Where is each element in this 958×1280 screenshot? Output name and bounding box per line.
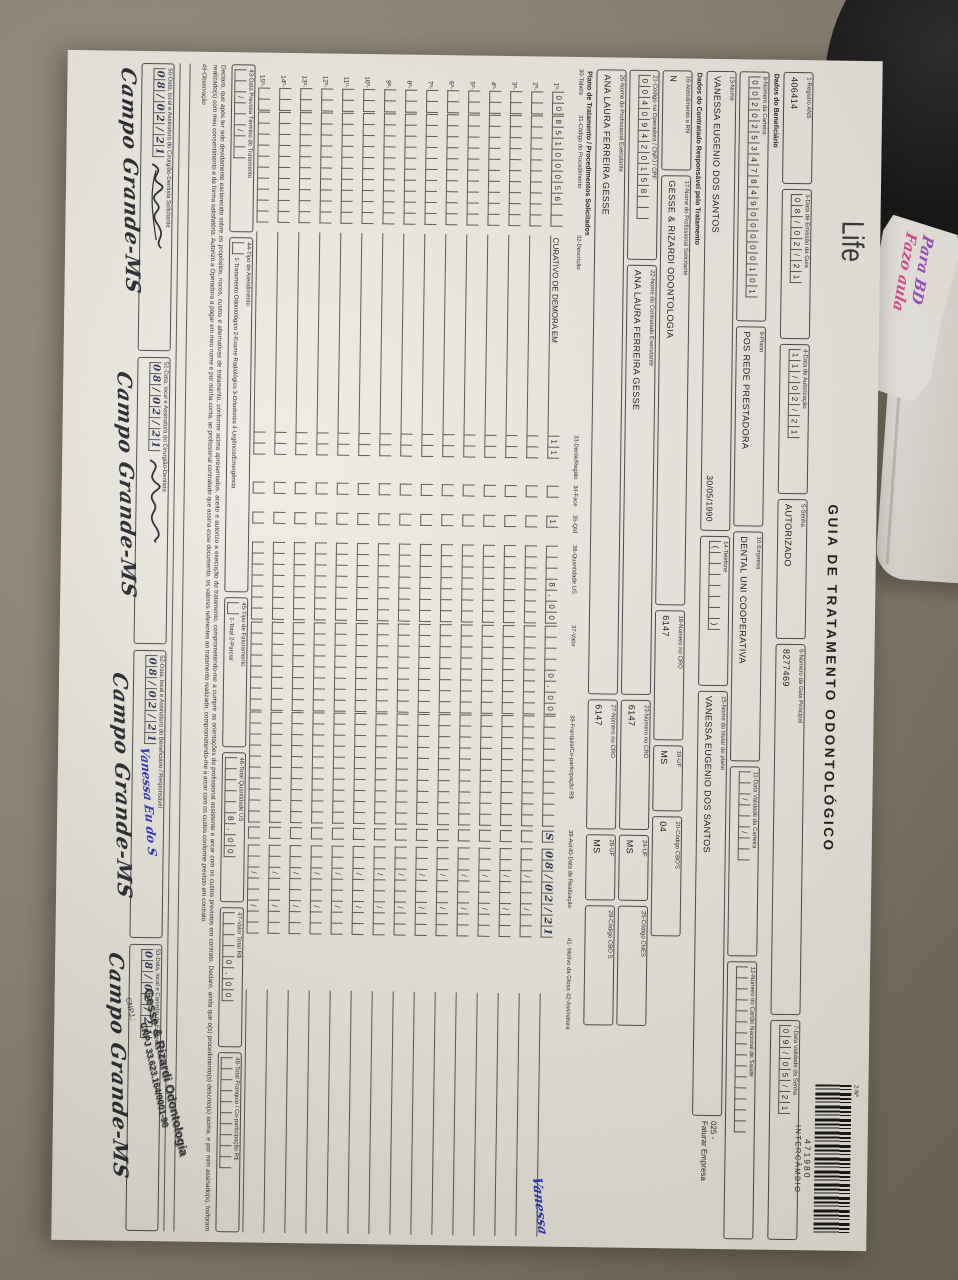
faturar-empresa-note: 025 - Faturar Empresa	[699, 1120, 718, 1181]
field-termino-tratamento: 43-Data Prevista Término do Tratamento /…	[229, 64, 256, 233]
field-telefone: 14-Telefone ()	[698, 535, 731, 687]
barcode-block: 2-Nº 471980 INTERCÂMBIO	[792, 1084, 858, 1235]
field-uf-28: 28-UF MS	[585, 834, 616, 901]
field-tipo-atendimento: 44-Tipo de Atendimento 1-Tratamento Odon…	[224, 237, 254, 593]
barcode-label: 2-Nº	[852, 1084, 859, 1097]
signature-box-52: 52-Data, local e Assinatura do Beneficiá…	[108, 649, 167, 938]
field-profissional-executante: 26-Nome do Profissional Executante ANA L…	[587, 69, 627, 695]
signature-scribble	[149, 458, 161, 543]
field-cartao-nacional-saude: 12-Número do Cartão Nacional de Saúde	[723, 961, 758, 1240]
field-validade-carteira: 11-Data Validade da Carteira / /	[727, 766, 760, 957]
signature-box-51: 51-Data, local e Assinatura do Cirurgião…	[113, 356, 171, 645]
form-paper: Life GUIA DE TRATAMENTO ODONTOLÓGICO 2-N…	[51, 49, 883, 1252]
field-cbos-20: 20-Código CBO'S 04	[650, 816, 683, 937]
data-nascimento: 30/05/1990	[704, 475, 715, 522]
field-senha: 5-Senha AUTORIZADO	[775, 498, 808, 640]
signature-scribble	[151, 163, 164, 249]
treatment-table-rows: 1º- 0 0 8 5 1 0 0 0 5 6 CURATIVO DE DEMORA EM 1 1 1 8, 0…	[242, 65, 573, 1237]
handwritten-city: Campo Grande-MS	[104, 949, 134, 1181]
field-profissional-solicitante: 17-Nome do Profissional Solicitante GESS…	[655, 175, 692, 606]
form-title: GUIA DE TRATAMENTO ODONTOLÓGICO	[820, 504, 841, 853]
field-contratado-executante: 22-Nome do Contratado Executante ANA LAU…	[620, 264, 657, 696]
signature-box-50: 50-Data, local e Assinatura do Cirurgião…	[117, 62, 175, 351]
field-atendimento-rn: 16-Atendimento a RN N	[661, 70, 693, 171]
field-validade-senha: 7-Data Validade da Senha 0 9/0 5/2 1	[767, 1019, 801, 1241]
field-guia-principal: 6-Número da Guia Principal 8277469	[770, 643, 806, 1016]
field-cro-18: 18-Número no CRO 6147	[653, 610, 686, 741]
field-data-autorizacao: 4-Data de Autorização 1 1/0 2/2 1	[777, 343, 810, 495]
signature-row: 50-Data, local e Assinatura do Cirurgião…	[104, 62, 191, 1232]
handwritten-city: Campo Grande-MS	[116, 65, 146, 297]
field-nome-beneficiario: 13-Nome VANESSA EUGENIO DOS SANTOS 30/05…	[700, 70, 737, 532]
signature-box-53: 53-Data, local e Carimbo da Empresa 0 8/0…	[104, 943, 191, 1232]
field-uf-24: 24-UF MS	[618, 834, 649, 902]
field-plano: 9-Plano POS REDE PRESTADORA	[733, 326, 767, 527]
field-cro-27: 27-Número no CRO 6147	[586, 699, 618, 830]
barcode	[813, 1084, 852, 1235]
field-cro-23: 23-Número no CRO 6147	[619, 699, 651, 831]
field-cbos-29: 29-Código CBO S	[583, 905, 615, 1026]
field-data-emissao: 3-Data de Emissão da Guia 0 8/0 2/2 1	[779, 188, 812, 340]
sticky-note-text: Para BD Fazo aula	[879, 231, 936, 371]
handwritten-city: Campo Grande-MS	[108, 670, 138, 902]
field-uf-19: 19-UF MS	[652, 745, 684, 812]
handwritten-city: Campo Grande-MS	[112, 368, 142, 600]
barcode-number: 471980	[802, 1139, 813, 1180]
field-empresa: 10-Empresa DENTAL UNI COOPERATIVA	[729, 531, 764, 762]
field-tipo-faturamento: 45-Tipo de Faturamento 1-Total 2-Parcial	[222, 597, 249, 748]
operator-logo: Life	[834, 220, 871, 263]
field-titular-plano: 15-Nome do titular do plano VANESSA EUGE…	[692, 690, 728, 1117]
field-registro-ans: 1-Registro ANS 406414	[782, 71, 814, 185]
field-cnes-25: 25-Código CNES	[616, 905, 648, 1027]
field-total-franquia: 48-Total Franquia / Co-participação R$	[215, 1052, 242, 1233]
